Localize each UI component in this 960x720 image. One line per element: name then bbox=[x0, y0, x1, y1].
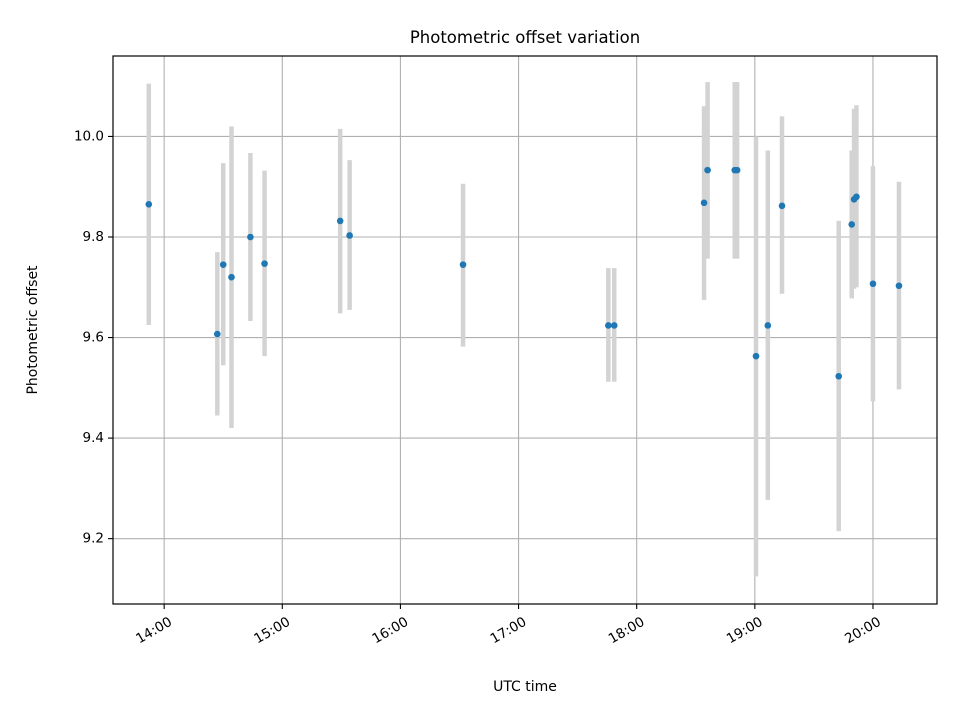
y-tick-label: 9.4 bbox=[83, 430, 104, 446]
data-point bbox=[219, 261, 227, 268]
data-point bbox=[895, 282, 903, 290]
data-point bbox=[764, 322, 772, 329]
data-point bbox=[853, 193, 860, 201]
data-point bbox=[778, 202, 786, 210]
data-point bbox=[835, 372, 843, 380]
chart-title: Photometric offset variation bbox=[410, 28, 640, 47]
data-point bbox=[336, 217, 344, 225]
data-point bbox=[752, 352, 760, 360]
y-tick-label: 10.0 bbox=[74, 128, 104, 144]
data-point bbox=[869, 280, 877, 288]
plot-frame bbox=[112, 55, 938, 605]
data-point bbox=[700, 199, 708, 207]
data-point bbox=[228, 273, 235, 281]
data-point bbox=[610, 322, 618, 329]
data-point bbox=[145, 201, 153, 208]
y-tick-label: 9.6 bbox=[83, 330, 104, 346]
data-point bbox=[704, 166, 711, 174]
data-point bbox=[733, 166, 741, 174]
data-point bbox=[247, 233, 254, 241]
data-point bbox=[459, 261, 467, 268]
data-point bbox=[261, 260, 268, 267]
x-axis-label: UTC time bbox=[493, 679, 557, 695]
data-points bbox=[145, 166, 903, 380]
y-axis-label: Photometric offset bbox=[25, 265, 41, 395]
y-tick-label: 9.2 bbox=[83, 531, 104, 547]
data-point bbox=[214, 330, 221, 338]
data-point bbox=[848, 221, 856, 228]
y-axis-ticks: 9.2 9.4 9.6 9.8 10.0 bbox=[74, 128, 113, 547]
data-point bbox=[346, 232, 353, 239]
data-point bbox=[605, 322, 612, 329]
y-tick-label: 9.8 bbox=[83, 229, 104, 245]
